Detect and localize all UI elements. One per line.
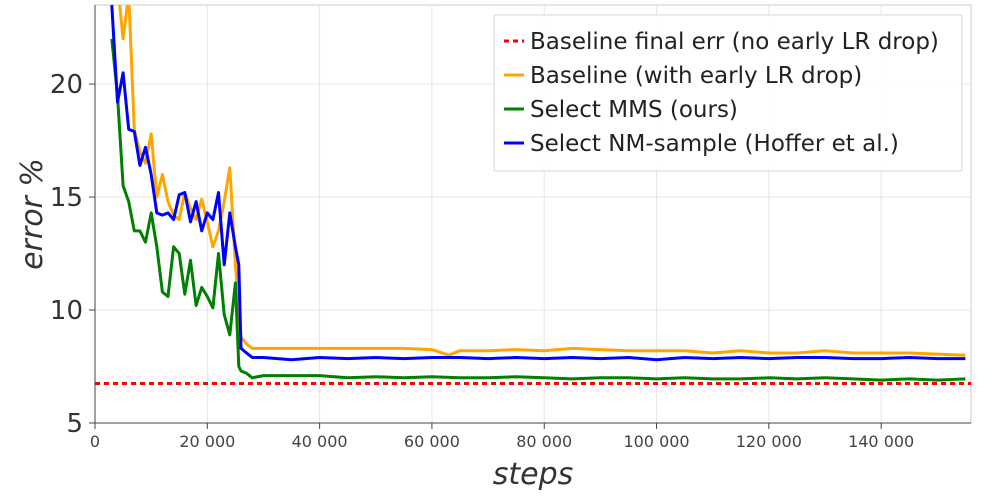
y-tick-label: 15 (50, 183, 83, 213)
legend: Baseline final err (no early LR drop) Bas… (493, 14, 963, 172)
x-tick-label: 20 000 (179, 432, 235, 451)
series-layer (95, 5, 971, 385)
x-tick-label: 40 000 (292, 432, 348, 451)
y-tick-label: 5 (66, 409, 83, 439)
x-axis-title: steps (493, 457, 574, 492)
x-tick-label: 100 000 (623, 432, 689, 451)
y-axis-title: error % (15, 158, 50, 270)
x-tick-label: 60 000 (404, 432, 460, 451)
series-line-3 (110, 38, 966, 382)
y-axis: 5 10 15 20 (50, 5, 96, 439)
series-line-2 (118, 5, 966, 357)
x-tick-label: 140 000 (848, 432, 914, 451)
legend-label: Select NM-sample (Hoffer et al.) (530, 131, 899, 157)
series-line-4 (110, 5, 966, 362)
legend-label: Baseline final err (no early LR drop) (530, 29, 939, 55)
y-tick-label: 10 (50, 296, 83, 326)
x-tick-label: 80 000 (516, 432, 572, 451)
x-tick-label: 0 (90, 432, 100, 451)
legend-label: Select MMS (ours) (530, 97, 738, 123)
x-tick-label: 120 000 (736, 432, 802, 451)
x-axis: 0 20 000 40 000 60 000 80 000 100 000 120 000 1… (90, 422, 971, 451)
legend-box (493, 14, 963, 172)
legend-label: Baseline (with early LR drop) (530, 63, 862, 89)
y-tick-label: 20 (50, 70, 83, 100)
